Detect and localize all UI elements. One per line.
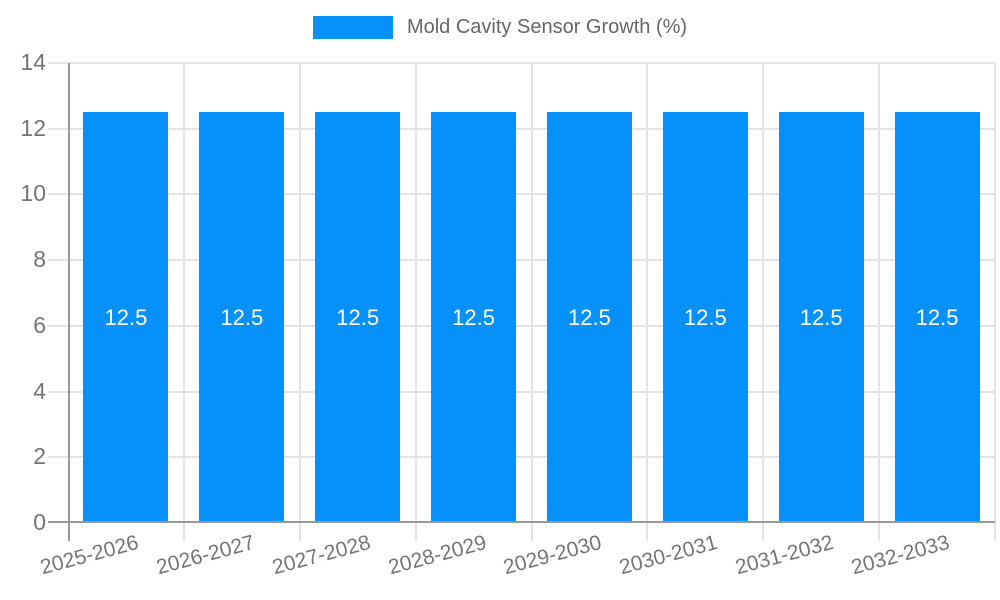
- x-axis-line: [48, 521, 995, 523]
- bar-value-label: 12.5: [220, 304, 264, 330]
- bar[interactable]: 12.5: [83, 112, 169, 523]
- h-gridline: [48, 62, 995, 64]
- bar-value-label: 12.5: [799, 304, 843, 330]
- y-tick-label: 10: [20, 180, 46, 207]
- v-gridline: [414, 63, 417, 541]
- bar-value-label: 12.5: [452, 304, 495, 330]
- plot-area: 12.5 12.5 12.5 12.5 12.5 12.5 12.5 12.5: [48, 62, 996, 541]
- y-tick-label: 6: [33, 311, 46, 338]
- bar[interactable]: 12.5: [662, 112, 748, 523]
- bar[interactable]: 12.5: [546, 112, 632, 523]
- bar-value-label: 12.5: [104, 304, 148, 330]
- y-tick-label: 14: [20, 49, 46, 76]
- h-gridline: [48, 127, 995, 130]
- h-gridline: [48, 456, 995, 459]
- legend[interactable]: Mold Cavity Sensor Growth (%): [0, 16, 1000, 39]
- v-gridline: [530, 63, 533, 541]
- legend-label: Mold Cavity Sensor Growth (%): [406, 16, 688, 38]
- h-gridline: [48, 324, 995, 327]
- bar[interactable]: 12.5: [894, 112, 980, 523]
- bar[interactable]: 12.5: [778, 112, 864, 523]
- bar[interactable]: 12.5: [199, 112, 285, 523]
- y-tick-label: 12: [20, 114, 46, 141]
- v-gridline: [646, 63, 649, 541]
- v-gridline: [298, 63, 301, 541]
- y-tick-label: 4: [33, 377, 46, 404]
- bar[interactable]: 12.5: [315, 112, 401, 523]
- y-tick-label: 0: [33, 509, 46, 536]
- h-gridline: [48, 193, 995, 196]
- y-tick-label: 2: [33, 443, 46, 470]
- h-gridline: [48, 390, 995, 393]
- v-gridline: [878, 63, 881, 541]
- legend-swatch: [312, 16, 393, 39]
- bar-value-label: 12.5: [915, 304, 959, 330]
- bar-value-label: 12.5: [336, 304, 380, 330]
- y-axis-line: [68, 63, 70, 541]
- v-gridline: [994, 63, 996, 541]
- h-gridline: [48, 259, 995, 262]
- v-gridline: [182, 63, 185, 541]
- y-tick-label: 8: [33, 246, 46, 273]
- bar-value-label: 12.5: [683, 304, 727, 330]
- v-gridline: [762, 63, 765, 541]
- bar[interactable]: 12.5: [431, 112, 517, 523]
- bar-value-label: 12.5: [568, 304, 611, 330]
